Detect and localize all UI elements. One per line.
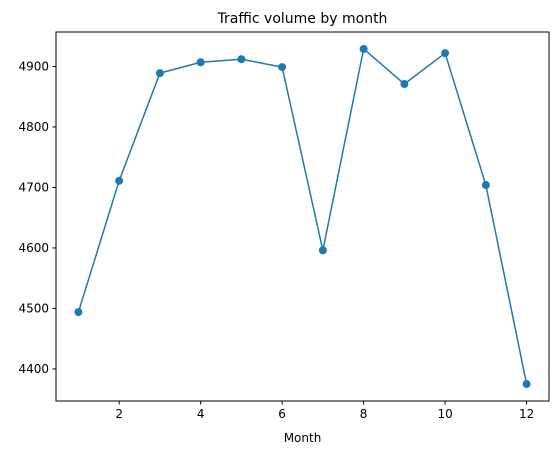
x-tick-label: 2 [115,407,123,421]
x-tick-label: 4 [197,407,205,421]
y-tick-label: 4600 [18,241,49,255]
y-tick-label: 4700 [18,180,49,194]
x-tick-label: 6 [278,407,286,421]
data-point [237,55,246,64]
data-point [522,380,531,389]
y-tick-label: 4500 [18,301,49,315]
data-point [441,49,450,58]
series-line [77,48,528,385]
data-point [115,176,124,185]
x-tick-label: 8 [360,407,368,421]
x-tick-label: 12 [519,407,534,421]
x-axis-label: Month [284,431,322,445]
series-group [74,44,531,389]
plot-frame [55,31,550,402]
data-point [74,308,83,317]
data-point [481,181,490,190]
y-tick-label: 4900 [18,59,49,73]
chart-title: Traffic volume by month [217,11,388,27]
y-tick-label: 4400 [18,362,49,376]
x-axis: 2 4 6 8 10 12 [115,401,534,421]
data-point [359,44,368,53]
data-point [278,63,287,72]
y-axis: 4400 4500 4600 4700 4800 4900 [18,59,56,376]
x-tick-label: 10 [437,407,452,421]
data-point [155,69,164,78]
data-point [196,58,205,67]
data-point [318,246,327,255]
y-tick-label: 4800 [18,120,49,134]
data-point [400,80,409,89]
